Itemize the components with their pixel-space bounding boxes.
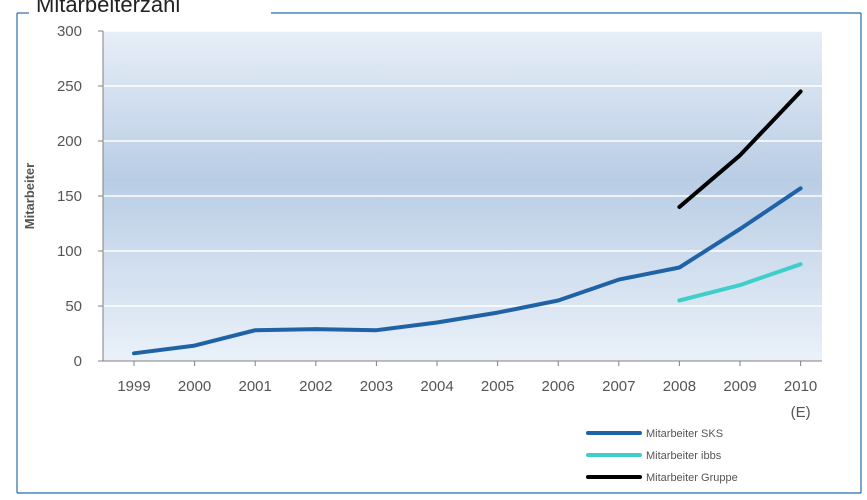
x-tick-sublabel-2010: (E) [791,404,811,421]
x-tick-label-2005: 2005 [481,378,514,395]
x-tick-label-2009: 2009 [723,378,756,395]
y-axis-title: Mitarbeiter [22,163,37,229]
axes [98,30,822,366]
chart-frame [16,12,862,494]
legend: Mitarbeiter SKS Mitarbeiter ibbs Mitarbeit… [586,428,738,484]
y-tick-label-0: 0 [74,353,82,370]
legend-label-mitarbeiter-ibbs: Mitarbeiter ibbs [646,450,722,462]
y-tick-labels: 0 50 100 150 200 250 300 [57,23,82,370]
y-tick-label-50: 50 [65,298,82,315]
series-line-mitarbeiter-sks [132,186,803,356]
x-tick-label-2003: 2003 [360,378,393,395]
x-tick-label-2007: 2007 [602,378,635,395]
x-tick-labels: 1999 2000 2001 2002 2003 2004 2005 2006 2007 2008… [117,378,817,421]
y-tick-label-150: 150 [57,188,82,205]
x-tick-label-2000: 2000 [178,378,211,395]
legend-label-mitarbeiter-sks: Mitarbeiter SKS [646,428,723,440]
series-line-mitarbeiter-ibbs [677,262,803,303]
x-tick-label-1999: 1999 [117,378,150,395]
chart-title: Mitarbeiterzahl [36,0,180,17]
x-tick-label-2001: 2001 [239,378,272,395]
y-tick-label-300: 300 [57,23,82,40]
x-tick-label-2006: 2006 [542,378,575,395]
y-tick-label-200: 200 [57,133,82,150]
y-tick-label-250: 250 [57,78,82,95]
x-tick-label-2002: 2002 [299,378,332,395]
legend-label-mitarbeiter-gruppe: Mitarbeiter Gruppe [646,472,738,484]
y-tick-label-100: 100 [57,243,82,260]
x-tick-label-2010: 2010 [784,378,817,395]
series-lines [132,89,803,356]
x-tick-label-2008: 2008 [663,378,696,395]
series-line-mitarbeiter-gruppe [677,89,803,209]
x-tick-label-2004: 2004 [420,378,453,395]
